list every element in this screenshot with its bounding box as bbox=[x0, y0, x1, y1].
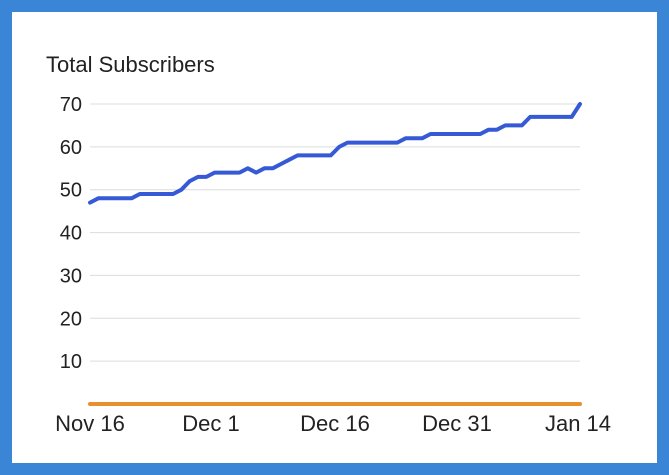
y-tick-label: 70 bbox=[60, 94, 82, 116]
x-tick-label: Nov 16 bbox=[55, 411, 125, 436]
y-tick-label: 20 bbox=[60, 308, 82, 330]
x-tick-label: Dec 31 bbox=[422, 411, 492, 436]
y-tick-label: 50 bbox=[60, 180, 82, 202]
x-tick-label: Jan 14 bbox=[545, 411, 611, 436]
x-axis-ticks: Nov 16 Dec 1 Dec 16 Dec 31 Jan 14 bbox=[55, 411, 611, 436]
y-tick-label: 30 bbox=[60, 265, 82, 287]
y-tick-label: 10 bbox=[60, 351, 82, 373]
chart-title: Total Subscribers bbox=[46, 52, 215, 77]
series-lines bbox=[88, 102, 582, 406]
x-tick-label: Dec 1 bbox=[182, 411, 239, 436]
grid-lines bbox=[90, 103, 580, 362]
x-tick-label: Dec 16 bbox=[300, 411, 370, 436]
y-tick-label: 60 bbox=[60, 137, 82, 159]
y-tick-label: 40 bbox=[60, 223, 82, 245]
series-line-0 bbox=[88, 102, 582, 205]
y-axis-ticks: 10 20 30 40 50 60 70 bbox=[60, 94, 82, 373]
